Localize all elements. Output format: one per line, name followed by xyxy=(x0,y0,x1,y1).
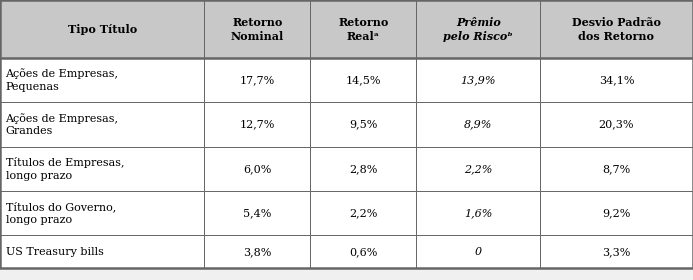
Bar xyxy=(540,102,693,147)
Text: 14,5%: 14,5% xyxy=(346,75,381,85)
Bar xyxy=(416,102,540,147)
Bar xyxy=(416,191,540,235)
Text: Títulos de Empresas,
longo prazo: Títulos de Empresas, longo prazo xyxy=(6,157,124,181)
Text: Ações de Empresas,
Pequenas: Ações de Empresas, Pequenas xyxy=(6,69,119,92)
Text: 2,2%: 2,2% xyxy=(464,164,492,174)
Bar xyxy=(310,102,416,147)
Bar xyxy=(0,58,204,102)
Text: 2,2%: 2,2% xyxy=(349,208,378,218)
Text: Tipo Título: Tipo Título xyxy=(68,24,137,35)
Text: Retorno
Realᵃ: Retorno Realᵃ xyxy=(338,17,389,42)
Bar xyxy=(204,102,310,147)
Bar xyxy=(416,0,540,58)
Text: Desvio Padrão
dos Retorno: Desvio Padrão dos Retorno xyxy=(572,17,661,42)
Bar xyxy=(204,0,310,58)
Text: 2,8%: 2,8% xyxy=(349,164,378,174)
Text: 9,2%: 9,2% xyxy=(602,208,631,218)
Bar xyxy=(540,0,693,58)
Text: 1,6%: 1,6% xyxy=(464,208,492,218)
Text: 0: 0 xyxy=(475,247,482,257)
Bar xyxy=(540,191,693,235)
Text: 12,7%: 12,7% xyxy=(240,120,275,130)
Bar xyxy=(204,191,310,235)
Text: US Treasury bills: US Treasury bills xyxy=(6,247,103,257)
Text: 8,9%: 8,9% xyxy=(464,120,492,130)
Text: 8,7%: 8,7% xyxy=(602,164,631,174)
Bar xyxy=(310,191,416,235)
Text: Títulos do Governo,
longo prazo: Títulos do Governo, longo prazo xyxy=(6,201,116,225)
Bar xyxy=(416,58,540,102)
Bar xyxy=(310,0,416,58)
Bar xyxy=(540,58,693,102)
Bar xyxy=(310,58,416,102)
Bar xyxy=(416,147,540,191)
Bar xyxy=(204,147,310,191)
Text: 5,4%: 5,4% xyxy=(243,208,272,218)
Text: 3,8%: 3,8% xyxy=(243,247,272,257)
Bar xyxy=(0,0,204,58)
Text: 34,1%: 34,1% xyxy=(599,75,634,85)
Text: 3,3%: 3,3% xyxy=(602,247,631,257)
Text: Retorno
Nominal: Retorno Nominal xyxy=(231,17,284,42)
Bar xyxy=(310,235,416,268)
Bar xyxy=(416,235,540,268)
Text: 17,7%: 17,7% xyxy=(240,75,275,85)
Bar xyxy=(540,235,693,268)
Text: 6,0%: 6,0% xyxy=(243,164,272,174)
Bar xyxy=(0,147,204,191)
Bar xyxy=(0,102,204,147)
Text: Ações de Empresas,
Grandes: Ações de Empresas, Grandes xyxy=(6,113,119,136)
Bar xyxy=(540,147,693,191)
Bar xyxy=(310,147,416,191)
Text: Prêmio
pelo Riscoᵇ: Prêmio pelo Riscoᵇ xyxy=(444,17,513,42)
Bar xyxy=(204,235,310,268)
Bar xyxy=(0,191,204,235)
Text: 13,9%: 13,9% xyxy=(460,75,496,85)
Text: 9,5%: 9,5% xyxy=(349,120,378,130)
Bar xyxy=(204,58,310,102)
Text: 20,3%: 20,3% xyxy=(599,120,634,130)
Text: 0,6%: 0,6% xyxy=(349,247,378,257)
Bar xyxy=(0,235,204,268)
